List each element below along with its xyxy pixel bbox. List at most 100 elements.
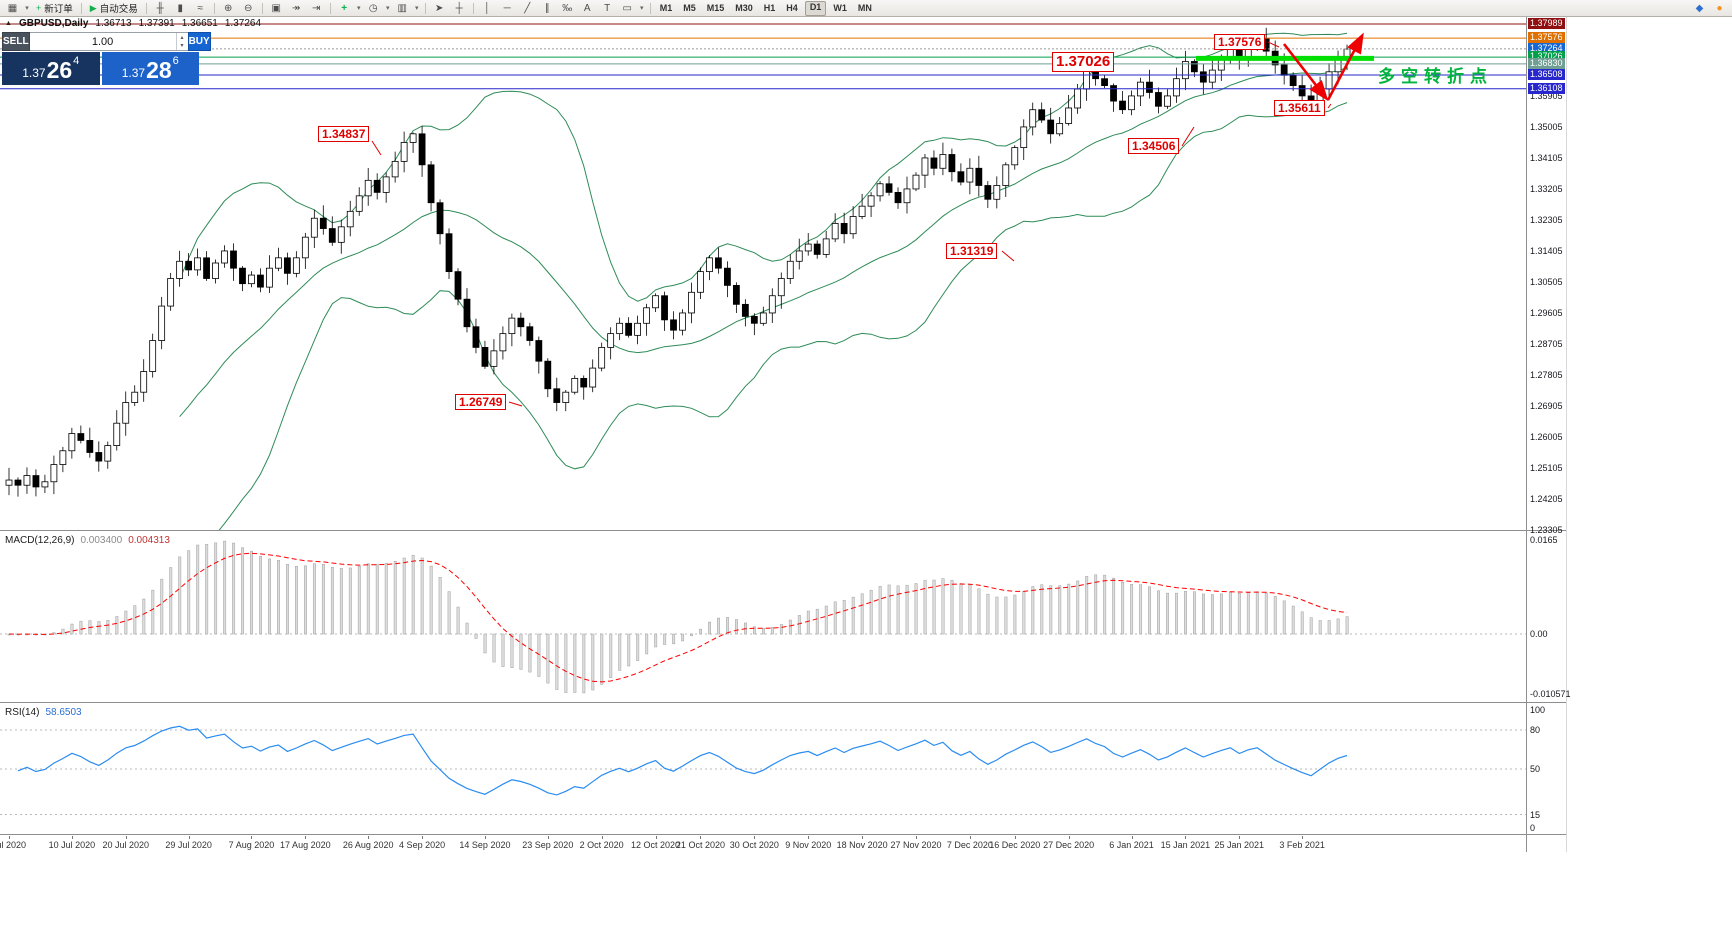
date-tick: [1014, 836, 1016, 839]
date-label: 21 Oct 2020: [675, 840, 725, 850]
chart-window-icon[interactable]: ▦: [7, 2, 18, 14]
zoom-in-icon[interactable]: ⊕: [224, 2, 233, 14]
date-label: 3 Feb 2021: [1279, 840, 1325, 850]
macd-scale-label: 0.00: [1530, 629, 1548, 640]
candlestick-chart-icon[interactable]: ▮: [177, 2, 183, 14]
tile-windows-icon[interactable]: ▣: [271, 2, 281, 14]
macd-main-value: 0.003400: [80, 535, 123, 546]
dropdown-caret-icon[interactable]: ▾: [385, 5, 390, 12]
bar-chart-icon[interactable]: ╫: [156, 2, 164, 14]
crosshair-icon[interactable]: ┼: [455, 2, 463, 14]
timeframe-button-mn[interactable]: MN: [857, 2, 872, 13]
date-label: 2 Oct 2020: [579, 840, 624, 850]
panel-separator[interactable]: [0, 834, 1566, 835]
shapes-icon[interactable]: ▭: [622, 2, 632, 14]
price-scale-tag: 1.37989: [1528, 17, 1565, 29]
date-label: 20 Jul 2020: [102, 840, 150, 850]
bollinger-bands: [179, 32, 1348, 530]
buy-price-sup: 6: [172, 55, 179, 67]
metatrader-icon[interactable]: ◆: [1695, 2, 1704, 14]
toolbar-separator: [145, 2, 147, 14]
chart-symbol-period: GBPUSD,Daily: [18, 18, 89, 29]
price-scale-label: 1.35905: [1530, 90, 1563, 101]
auto-trading-button[interactable]: ▶ 自动交易: [86, 1, 142, 16]
main-chart-canvas[interactable]: [0, 16, 1526, 530]
sell-price-display[interactable]: 1.37 26 4: [2, 52, 100, 85]
timeframe-button-d1[interactable]: D1: [804, 0, 827, 16]
dropdown-caret-icon[interactable]: ▾: [414, 5, 419, 12]
vertical-line-icon[interactable]: │: [484, 2, 491, 14]
price-scale-label: 1.33205: [1530, 183, 1563, 194]
text-icon[interactable]: A: [583, 2, 591, 14]
rsi-value: 58.6503: [45, 707, 82, 718]
new-order-button[interactable]: + 新订单: [32, 1, 77, 15]
timeframe-button-h4[interactable]: H4: [786, 2, 798, 13]
volume-spinner: ▴ ▾: [175, 33, 188, 50]
date-label: 26 Aug 2020: [342, 840, 394, 850]
date-label: 16 Dec 2020: [989, 840, 1041, 850]
auto-scroll-icon[interactable]: ↠: [292, 2, 301, 14]
volume-decrease-button[interactable]: ▾: [180, 43, 184, 50]
volume-input[interactable]: [29, 33, 176, 50]
macd-signal-value: 0.004313: [128, 535, 170, 546]
date-tick: [969, 836, 971, 839]
macd-histogram: [7, 540, 1349, 694]
price-scale-tag: 1.36508: [1528, 68, 1565, 80]
auto-trading-play-icon: ▶: [89, 2, 97, 13]
horizontal-line-icon[interactable]: ─: [503, 2, 511, 14]
periods-icon[interactable]: ◷: [368, 2, 378, 14]
cursor-icon[interactable]: ➤: [435, 2, 444, 14]
mql5-community-icon[interactable]: ●: [1716, 2, 1723, 14]
price-scale-tag: 1.36108: [1528, 82, 1565, 94]
rsi-scale-label: 15: [1530, 809, 1541, 820]
panel-separator[interactable]: [0, 530, 1566, 531]
timeframe-button-m5[interactable]: M5: [683, 2, 696, 13]
timeframe-button-m1[interactable]: M1: [659, 2, 673, 13]
buy-button[interactable]: BUY: [187, 32, 211, 51]
date-label: 17 Aug 2020: [280, 840, 331, 850]
toolbar-separator: [424, 2, 426, 14]
new-order-icon: +: [36, 3, 42, 13]
timeframe-button-m15[interactable]: M15: [706, 2, 725, 13]
rsi-panel-canvas[interactable]: [0, 704, 1526, 834]
dropdown-caret-icon[interactable]: ▾: [639, 5, 644, 12]
sell-button[interactable]: SELL: [2, 32, 30, 51]
price-scale-label: 1.32305: [1530, 214, 1563, 225]
trendline-icon[interactable]: ╱: [524, 2, 531, 14]
price-scale-label: 1.34105: [1530, 152, 1563, 163]
zoom-out-icon[interactable]: ⊖: [244, 2, 253, 14]
timeframe-button-m30[interactable]: M30: [735, 2, 753, 13]
date-label: 7 Aug 2020: [228, 840, 275, 850]
line-chart-icon[interactable]: ≈: [197, 2, 203, 14]
dropdown-caret-icon[interactable]: ▾: [25, 5, 29, 12]
toolbar: ▦ ▾ + 新订单 ▶ 自动交易 ╫ ▮ ≈ ⊕ ⊖ ▣ ↠ ⇥ + ▾ ◷ ▾ ▥ ▾ ➤ ┼ │ ─ ╱ ∥ ‰ A T ▭ ▾ M1 M5…: [0, 0, 1732, 17]
date-tick: [125, 836, 127, 839]
panel-separator[interactable]: [0, 702, 1566, 703]
date-label: 14 Sep 2020: [459, 840, 511, 850]
price-scale-label: 1.31405: [1530, 245, 1563, 256]
macd-panel-canvas[interactable]: [0, 532, 1526, 702]
equidistant-channel-icon[interactable]: ∥: [544, 2, 550, 14]
dropdown-caret-icon[interactable]: ▾: [356, 5, 361, 12]
turning-point-note: 多空转折点: [1378, 67, 1493, 86]
volume-increase-button[interactable]: ▴: [180, 34, 184, 41]
price-scale-label: 1.23305: [1530, 524, 1563, 535]
text-label-icon[interactable]: T: [604, 2, 611, 14]
timeframe-button-w1[interactable]: W1: [833, 2, 847, 13]
date-label: 27 Dec 2020: [1043, 840, 1095, 850]
fibonacci-icon[interactable]: ‰: [562, 2, 573, 14]
chart-shift-icon[interactable]: ⇥: [312, 2, 321, 14]
templates-icon[interactable]: ▥: [397, 2, 407, 14]
date-tick: [655, 836, 657, 839]
timeframe-button-h1[interactable]: H1: [763, 2, 776, 13]
annotation-arrows: [371, 32, 1364, 407]
macd-signal-line: [8, 552, 1348, 683]
price-scale-label: 1.26905: [1530, 400, 1563, 411]
indicators-icon[interactable]: +: [341, 2, 348, 14]
date-label: 9 Nov 2020: [785, 840, 832, 850]
buy-price-display[interactable]: 1.37 28 6: [101, 52, 199, 85]
macd-scale-label: 0.0165: [1530, 535, 1558, 545]
date-tick: [1239, 836, 1241, 839]
horizontal-lines: [0, 23, 1526, 90]
